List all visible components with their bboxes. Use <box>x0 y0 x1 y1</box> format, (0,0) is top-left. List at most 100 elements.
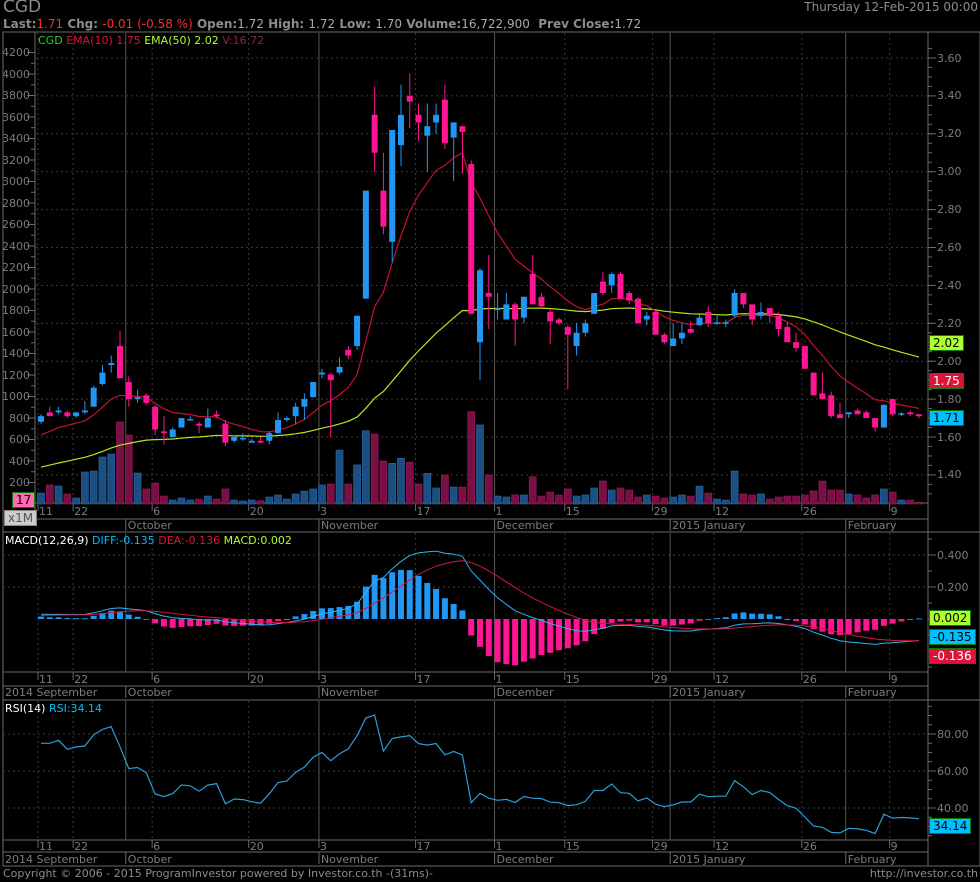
macd-histogram-bar <box>362 586 369 619</box>
macd-histogram-bar <box>872 619 879 630</box>
volume-bar <box>809 490 818 505</box>
macd-histogram-bar <box>749 613 756 619</box>
price-axis-label: 3.60 <box>937 51 962 65</box>
volume-bar <box>616 487 625 505</box>
volume-bar <box>449 486 458 505</box>
site-link[interactable]: http://investor.co.th <box>869 867 978 880</box>
candle-body <box>38 416 44 422</box>
macd-month-label: November <box>320 686 379 699</box>
price-day-tick-label: 20 <box>249 505 264 518</box>
macd-histogram-bar <box>564 619 571 649</box>
quote-summary: Last:1.71 Chg: -0.01 (-0.58 %) Open:1.72… <box>3 17 641 31</box>
macd-histogram-bar <box>415 575 422 619</box>
price-axis-label: 1.60 <box>937 430 962 444</box>
candle-body <box>836 414 843 419</box>
macd-histogram-bar <box>143 619 150 620</box>
rsi-day-tick-label: 1 <box>495 840 503 853</box>
macd-month-label: December <box>496 686 554 699</box>
candle-body <box>99 372 106 384</box>
volume-bar <box>151 482 159 505</box>
rsi-day-tick-label: 29 <box>653 840 668 853</box>
volume-value: 16,722,900 <box>461 17 530 31</box>
volume-last-tag: 17 <box>12 492 36 508</box>
volume-bar <box>818 480 827 505</box>
candle-body <box>775 315 782 329</box>
volume-bar <box>581 494 590 505</box>
rsi-day-tick-label: 26 <box>802 840 817 853</box>
rsi-day-tick-label: 15 <box>565 840 580 853</box>
volume-axis-label: 1200 <box>2 368 30 382</box>
volume-bar <box>239 500 247 505</box>
candle-body <box>169 429 176 437</box>
candle-body <box>160 431 167 434</box>
volume-axis-label: 4200 <box>2 46 30 59</box>
candle-body <box>64 412 71 417</box>
candle-body <box>231 437 238 441</box>
volume-bar <box>669 496 677 505</box>
macd-histogram-bar <box>556 619 563 651</box>
volume-bar <box>388 463 397 505</box>
candle-body <box>90 387 97 407</box>
volume-axis-label: 3400 <box>2 132 30 145</box>
volume-bar <box>528 476 537 505</box>
volume-bar <box>678 494 686 505</box>
candle-body <box>222 423 229 443</box>
quote-datetime: Thursday 12-Feb-2015 00:00 <box>804 0 978 14</box>
rsi-day-tick-label: 6 <box>153 840 161 853</box>
candle-body <box>485 292 492 297</box>
candle-body <box>125 382 132 400</box>
volume-bar <box>493 495 502 505</box>
volume-bar <box>651 495 660 505</box>
volume-bar <box>546 491 555 505</box>
macd-histogram-bar <box>731 613 738 619</box>
price-month-label: February <box>847 519 897 532</box>
candle-body <box>468 164 475 314</box>
macd-histogram-bar <box>450 603 457 619</box>
macd-histogram-bar <box>898 619 905 622</box>
volume-bar <box>432 487 440 505</box>
macd-dea-line <box>40 560 919 642</box>
macd-histogram-bar <box>292 616 299 619</box>
macd-day-tick-label: 15 <box>565 673 580 686</box>
macd-day-tick-label: 1 <box>495 673 503 686</box>
open-value: 1.72 <box>237 17 264 31</box>
macd-histogram-bar <box>547 619 554 653</box>
volume-bar <box>318 484 326 505</box>
candle-body <box>310 382 317 398</box>
macd-histogram-bar <box>705 619 712 620</box>
candle-body <box>880 404 887 428</box>
volume-bar <box>212 498 221 505</box>
macd-histogram-bar <box>477 619 483 647</box>
candle-body <box>749 304 756 320</box>
candle-body <box>73 412 80 417</box>
candle-body <box>415 114 422 123</box>
volume-axis-label: 800 <box>9 411 30 425</box>
volume-bar <box>484 474 493 505</box>
macd-histogram-bar <box>213 619 220 624</box>
rsi-day-tick-label: 3 <box>319 840 327 853</box>
macd-histogram-bar <box>389 572 396 619</box>
candle-body <box>292 406 299 417</box>
macd-histogram-bar <box>336 607 343 619</box>
volume-bar <box>54 485 63 505</box>
volume-bar <box>774 496 783 505</box>
macd-value-tag: 0.002 <box>929 610 972 626</box>
macd-month-label: 2014 September <box>5 686 98 699</box>
volume-bar <box>230 499 238 505</box>
macd-axis-label: 0.200 <box>937 580 969 594</box>
legend-ema10: EMA(10) 1.75 <box>66 34 141 47</box>
ema10-line <box>40 152 920 436</box>
candle-body <box>582 323 589 333</box>
last-price-tag: 1.71 <box>929 410 964 426</box>
prev-close-label: Prev Close: <box>538 17 615 31</box>
macd-histogram-bar <box>740 612 747 619</box>
candle-body <box>705 311 712 324</box>
candle-body <box>793 342 800 348</box>
volume-bar <box>467 411 476 505</box>
candle-body <box>318 372 325 375</box>
macd-histogram-bar <box>327 608 334 619</box>
volume-bar <box>844 493 853 505</box>
volume-bar <box>836 489 844 505</box>
candle-body <box>854 410 861 415</box>
